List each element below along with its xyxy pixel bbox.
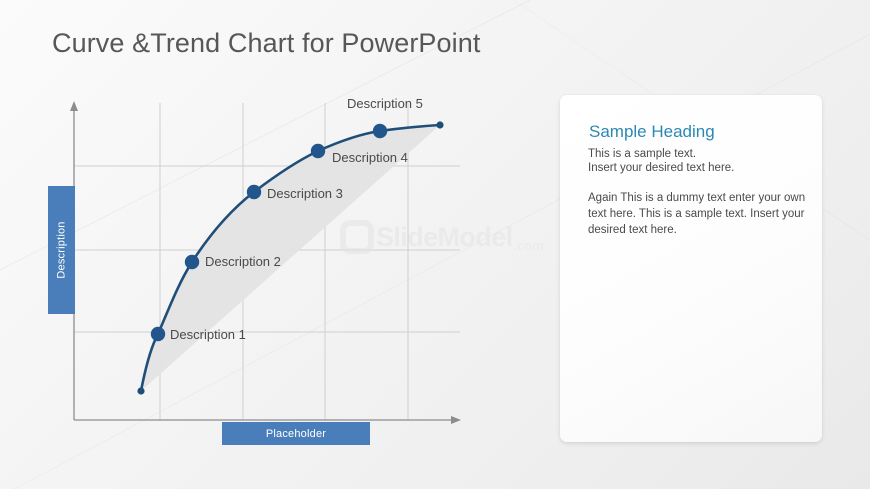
side-text-card: Sample Heading This is a sample text. In… [560,95,822,442]
slide-title: Curve &Trend Chart for PowerPoint [52,28,481,58]
data-point-5[interactable] [372,123,388,139]
data-point-4[interactable] [310,143,326,159]
side-card-heading: Sample Heading [589,122,715,141]
y-axis-arrow-icon [70,101,78,111]
x-axis-arrow-icon [451,416,461,424]
data-label-2: Description 2 [205,254,281,269]
data-label-1: Description 1 [170,327,246,342]
y-axis-label-text: Description [55,221,68,279]
data-point-end[interactable] [436,121,444,129]
data-point-start[interactable] [137,387,145,395]
data-point-1[interactable] [150,326,166,342]
data-point-3[interactable] [246,184,262,200]
y-axis-label-chip[interactable]: Description [48,186,75,314]
data-label-4: Description 4 [332,150,408,165]
side-card-paragraph-1: This is a sample text. Insert your desir… [588,147,803,175]
x-axis-label-text: Placeholder [265,427,327,440]
side-card-paragraph-1-line-2: Insert your desired text here. [588,162,735,174]
curve-chart: Description 1 Description 2 Description … [48,96,461,445]
side-card-paragraph-2: Again This is a dummy text enter your ow… [588,192,806,236]
x-axis-label-chip[interactable]: Placeholder [222,422,370,445]
data-label-5: Description 5 [347,96,423,111]
data-label-3: Description 3 [267,186,343,201]
side-card-paragraph-1-line-1: This is a sample text. [588,148,697,160]
chart-svg [70,101,461,424]
curve-area-fill [141,125,440,391]
data-point-2[interactable] [184,254,200,270]
